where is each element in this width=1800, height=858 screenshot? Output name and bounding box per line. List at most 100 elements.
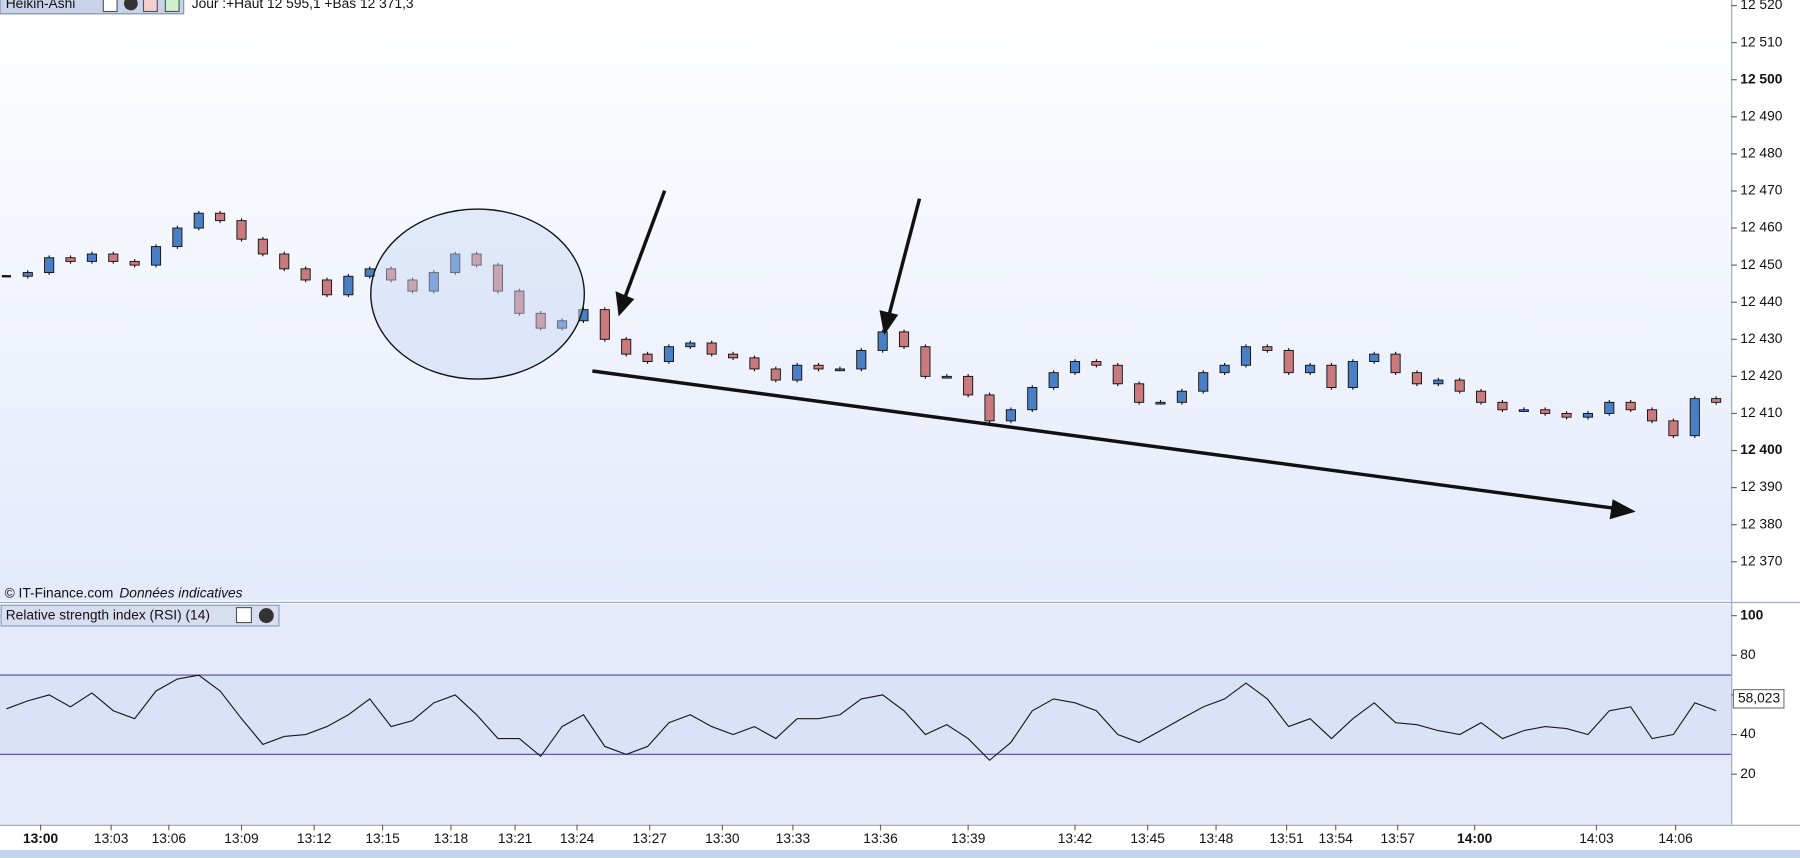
candle [1668, 420, 1679, 437]
arrow-head [1609, 499, 1636, 520]
candle [535, 312, 546, 329]
candle [343, 275, 354, 296]
candle [663, 346, 674, 363]
source: © IT-Finance.com [5, 585, 114, 600]
x-tick-label: 14:00 [1457, 831, 1493, 846]
candle [941, 375, 952, 379]
x-tick-label: 13:45 [1130, 831, 1165, 846]
icon[interactable] [142, 0, 158, 13]
candle [492, 264, 504, 292]
annotation-arrow [622, 190, 667, 300]
x-tick-label: 13:27 [632, 831, 666, 846]
candle [257, 238, 268, 255]
candle [1625, 401, 1636, 411]
y-tick-label: 12 510 [1740, 34, 1782, 49]
candle [1604, 401, 1615, 414]
y-tick-label: 20 [1740, 766, 1756, 781]
candle [1305, 364, 1316, 374]
arrow-head [879, 310, 899, 336]
x-tick-label: 13:12 [297, 831, 331, 846]
icon[interactable] [164, 0, 180, 13]
candle [898, 331, 910, 348]
candle [792, 364, 803, 381]
candle [86, 253, 97, 262]
candle [1069, 361, 1081, 374]
candle [1540, 409, 1551, 414]
candle [1134, 383, 1145, 403]
candle [236, 220, 247, 240]
icon[interactable] [102, 0, 118, 13]
last-value-box [1732, 689, 1785, 709]
candle [386, 268, 397, 281]
candle [1518, 409, 1529, 412]
candle [599, 309, 610, 340]
x-tick-label: 13:33 [776, 831, 811, 846]
icon[interactable] [123, 0, 138, 11]
annotations [592, 190, 1636, 520]
candle [1561, 412, 1572, 418]
candle [1155, 401, 1166, 405]
y-tick-label: 12 460 [1740, 220, 1782, 235]
candle [877, 331, 888, 351]
candle [1433, 379, 1444, 385]
candle [685, 342, 696, 348]
candle [984, 394, 995, 422]
y-tick-label: 12 430 [1740, 331, 1782, 346]
icon[interactable] [258, 608, 274, 624]
candle [172, 227, 183, 248]
x-tick-label: 13:30 [705, 831, 740, 846]
price-panel [0, 0, 1732, 601]
y-tick-label: 12 450 [1740, 257, 1782, 272]
candle [1390, 353, 1401, 374]
x-tick-label: 13:54 [1319, 831, 1354, 846]
candle [963, 375, 974, 396]
candle [1198, 372, 1209, 392]
candle [407, 279, 418, 292]
candle [471, 253, 482, 266]
y-tick-label: 12 500 [1740, 71, 1782, 86]
candle [1347, 361, 1358, 388]
y-tick-label: 12 390 [1740, 479, 1782, 494]
y-tick-label: 12 520 [1740, 0, 1782, 12]
x-tick-label: 13:48 [1199, 831, 1234, 846]
rsi-title: Relative strength index (RSI) (14) [6, 607, 210, 622]
candle [1176, 390, 1187, 403]
y-tick-label: 40 [1740, 726, 1756, 741]
x-tick-label: 13:42 [1058, 831, 1092, 846]
candle [706, 342, 717, 355]
indicator-name: Heikin-Ashi [6, 0, 76, 11]
plot [0, 210, 1732, 762]
candle [770, 368, 781, 381]
candle [728, 353, 739, 359]
candle [1005, 409, 1016, 422]
candle [1711, 398, 1722, 403]
x-tick-label: 14:03 [1579, 831, 1614, 846]
x-tick-label: 13:39 [951, 831, 985, 846]
candle [215, 212, 226, 222]
candle [1112, 364, 1123, 385]
candle [450, 253, 461, 274]
candle [920, 346, 931, 377]
candle [300, 268, 311, 281]
candle [279, 253, 290, 270]
candle [1646, 409, 1658, 422]
candle [1048, 372, 1059, 388]
x-tick-label: 13:06 [152, 831, 187, 846]
y-tick-label: 12 490 [1740, 108, 1782, 123]
candle [578, 309, 589, 322]
x-tick-label: 13:24 [560, 831, 595, 846]
x-tick-label: 13:00 [23, 831, 59, 846]
candle [1219, 364, 1230, 374]
bottom-strip [0, 849, 1800, 858]
candle [834, 368, 845, 372]
candle [642, 353, 653, 363]
candle [1454, 379, 1465, 392]
candle [22, 272, 33, 277]
info-text: Jour :+Haut 12 595,1 +Bas 12 371,3 [192, 0, 414, 11]
rsi-tab[interactable] [0, 604, 280, 627]
y-tick-label: 12 440 [1740, 294, 1782, 309]
icon[interactable] [235, 607, 252, 624]
candle [557, 320, 568, 329]
candle [1411, 372, 1423, 385]
candle [1240, 346, 1252, 366]
